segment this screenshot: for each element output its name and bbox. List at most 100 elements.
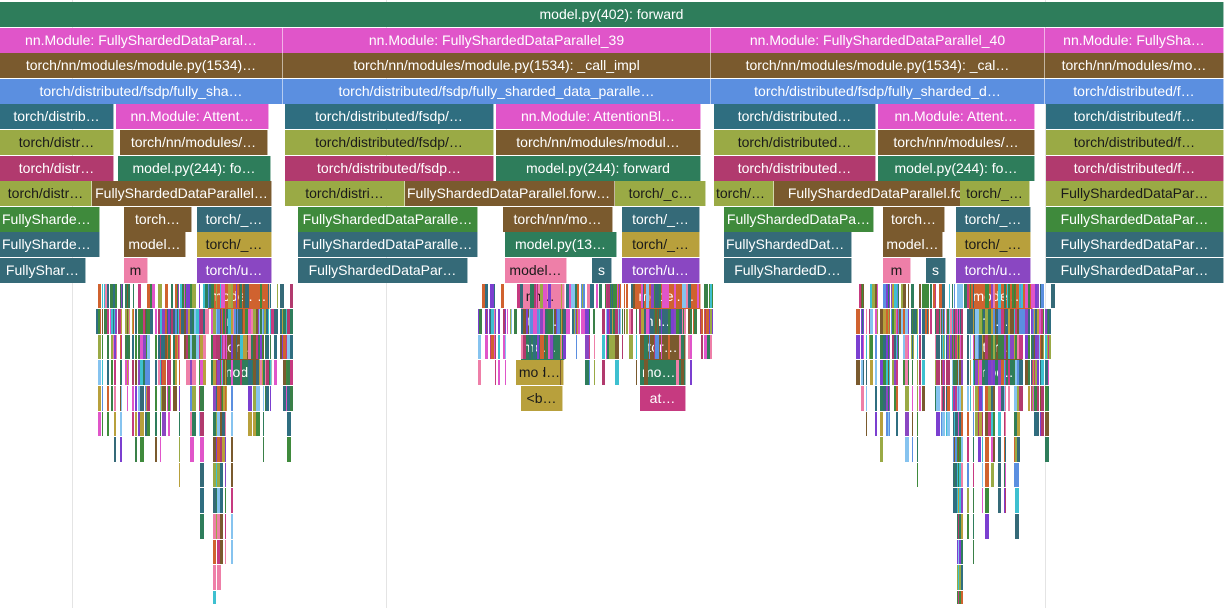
flame-sliver[interactable] [231,539,233,565]
flame-sliver[interactable] [973,514,974,539]
flame-sliver[interactable] [961,514,963,539]
flame-sliver[interactable] [581,309,585,334]
flame-sliver[interactable] [107,360,109,385]
flame-sliver[interactable] [922,360,925,385]
flame-sliver[interactable] [213,462,216,488]
flame-sliver[interactable] [856,360,860,385]
flame-sliver[interactable] [1045,386,1049,411]
flame-sliver[interactable] [1017,360,1020,385]
flame-sliver[interactable] [263,411,264,437]
flame-sliver[interactable] [168,309,170,334]
flame-frame[interactable]: s [926,258,946,283]
flame-sliver[interactable] [225,386,226,411]
flame-sliver[interactable] [875,386,877,411]
flame-sliver[interactable] [168,411,170,437]
flame-sliver[interactable] [536,283,537,309]
flame-sliver[interactable] [1043,334,1044,360]
flame-sliver[interactable] [498,360,500,385]
flame-sliver[interactable] [954,309,955,334]
flame-sliver[interactable] [957,411,961,437]
flame-frame[interactable]: torch/distributed/f… [1045,78,1224,104]
flame-sliver[interactable] [1014,386,1015,411]
flame-sliver[interactable] [1019,360,1023,385]
flame-sliver[interactable] [107,334,109,360]
flame-sliver[interactable] [135,386,137,411]
flame-sliver[interactable] [523,334,526,360]
flame-sliver[interactable] [236,309,237,334]
flame-sliver[interactable] [985,462,989,488]
flame-sliver[interactable] [576,309,577,334]
flame-sliver[interactable] [245,309,249,334]
flame-frame[interactable]: torch/distributed/f… [1046,104,1224,130]
flame-sliver[interactable] [970,386,971,411]
flame-sliver[interactable] [213,565,216,590]
flame-sliver[interactable] [225,411,226,437]
flame-sliver[interactable] [175,360,177,385]
flame-sliver[interactable] [905,334,909,360]
flame-sliver[interactable] [501,283,504,309]
flame-sliver[interactable] [880,360,883,385]
flame-sliver[interactable] [911,283,914,309]
flame-sliver[interactable] [649,334,650,360]
flame-sliver[interactable] [1025,334,1029,360]
flame-sliver[interactable] [957,514,961,539]
flame-sliver[interactable] [935,360,936,385]
flame-sliver[interactable] [668,334,670,360]
flame-sliver[interactable] [162,334,166,360]
flame-sliver[interactable] [967,309,969,334]
flame-sliver[interactable] [1019,283,1023,309]
flame-sliver[interactable] [661,334,662,360]
flame-sliver[interactable] [1014,437,1015,462]
flame-sliver[interactable] [1005,437,1006,462]
flame-sliver[interactable] [993,411,995,437]
flame-sliver[interactable] [217,539,221,565]
flame-sliver[interactable] [274,360,277,385]
flame-sliver[interactable] [168,334,170,360]
flame-sliver[interactable] [560,309,561,334]
flame-sliver[interactable] [710,309,712,334]
flame-sliver[interactable] [260,360,262,385]
flame-sliver[interactable] [1008,283,1010,309]
flame-sliver[interactable] [175,309,177,334]
flame-frame[interactable]: model… [883,232,943,258]
flame-sliver[interactable] [260,309,262,334]
flame-frame[interactable]: FullyShardedDataParalle… [298,206,478,232]
flame-sliver[interactable] [523,283,526,309]
flame-sliver[interactable] [205,283,209,309]
flame-sliver[interactable] [991,309,994,334]
flame-sliver[interactable] [120,437,122,462]
flame-sliver[interactable] [898,283,899,309]
flame-frame[interactable]: FullyShardedDataPar… [1046,232,1224,258]
flame-sliver[interactable] [636,360,637,385]
flame-frame[interactable]: torch/distr… [714,181,774,207]
flame-sliver[interactable] [993,386,995,411]
flame-sliver[interactable] [179,386,180,411]
flame-sliver[interactable] [975,334,978,360]
flame-sliver[interactable] [917,309,918,334]
flame-frame[interactable]: torch/distr… [0,155,114,181]
flame-sliver[interactable] [705,309,706,334]
flame-sliver[interactable] [147,334,150,360]
flame-sliver[interactable] [1014,411,1015,437]
flame-sliver[interactable] [485,334,488,360]
flame-sliver[interactable] [688,334,691,360]
flame-sliver[interactable] [967,488,969,513]
flame-sliver[interactable] [147,309,150,334]
flame-sliver[interactable] [610,283,611,309]
flame-sliver[interactable] [880,411,883,437]
flame-frame[interactable]: FullyShardedD… [724,258,852,283]
flame-sliver[interactable] [217,514,221,539]
flame-sliver[interactable] [694,309,697,334]
flame-sliver[interactable] [943,334,944,360]
flame-sliver[interactable] [505,309,506,334]
flame-sliver[interactable] [612,283,613,309]
flame-sliver[interactable] [643,283,644,309]
flame-frame[interactable]: torch/_… [622,232,700,258]
flame-sliver[interactable] [933,283,935,309]
flame-sliver[interactable] [975,309,978,334]
flame-sliver[interactable] [553,334,554,360]
flame-sliver[interactable] [225,488,226,513]
flame-sliver[interactable] [953,411,957,437]
flame-frame[interactable]: nn.Module: FullyShardedDataParal… [0,27,283,53]
flame-sliver[interactable] [160,411,161,437]
